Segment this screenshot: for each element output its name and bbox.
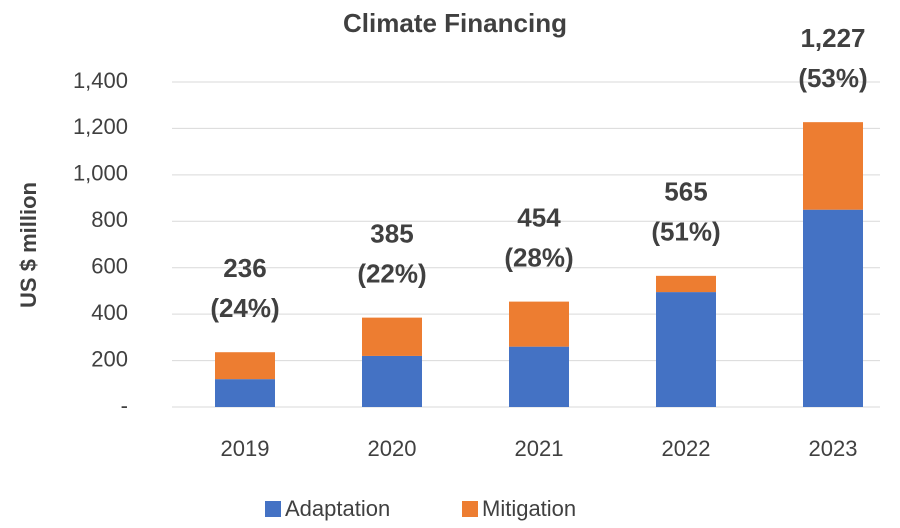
- total-label: 1,227: [800, 23, 865, 53]
- y-tick-label: 600: [91, 254, 128, 279]
- y-tick-label: -: [121, 393, 128, 418]
- legend-label: Mitigation: [482, 496, 576, 521]
- y-tick-label: 800: [91, 207, 128, 232]
- bar-segment: [215, 379, 275, 407]
- bar-segment: [362, 317, 422, 356]
- y-tick-label: 1,000: [73, 161, 128, 186]
- x-tick-label: 2019: [221, 436, 270, 461]
- share-label: (51%): [651, 217, 720, 247]
- bar-segment: [215, 352, 275, 380]
- bar-segment: [656, 275, 716, 293]
- legend-label: Adaptation: [285, 496, 390, 521]
- y-tick-label: 200: [91, 346, 128, 371]
- x-tick-label: 2021: [515, 436, 564, 461]
- share-label: (28%): [504, 242, 573, 272]
- y-tick-label: 1,200: [73, 114, 128, 139]
- bar-segment: [803, 209, 863, 407]
- chart-title: Climate Financing: [343, 8, 567, 38]
- x-tick-label: 2022: [662, 436, 711, 461]
- y-axis-label: US $ million: [16, 182, 41, 308]
- total-label: 236: [223, 253, 266, 283]
- y-tick-label: 1,400: [73, 68, 128, 93]
- bar-segment: [362, 355, 422, 407]
- total-label: 454: [517, 202, 561, 232]
- x-tick-label: 2020: [368, 436, 417, 461]
- total-label: 565: [664, 177, 707, 207]
- y-tick-label: 400: [91, 300, 128, 325]
- share-label: (53%): [798, 63, 867, 93]
- x-tick-label: 2023: [809, 436, 858, 461]
- bar-segment: [509, 301, 569, 347]
- legend-swatch: [462, 501, 478, 517]
- legend-swatch: [265, 501, 281, 517]
- share-label: (22%): [357, 259, 426, 289]
- share-label: (24%): [210, 293, 279, 323]
- bar-segment: [509, 346, 569, 407]
- total-label: 385: [370, 219, 413, 249]
- bar-segment: [656, 292, 716, 407]
- bar-segment: [803, 122, 863, 210]
